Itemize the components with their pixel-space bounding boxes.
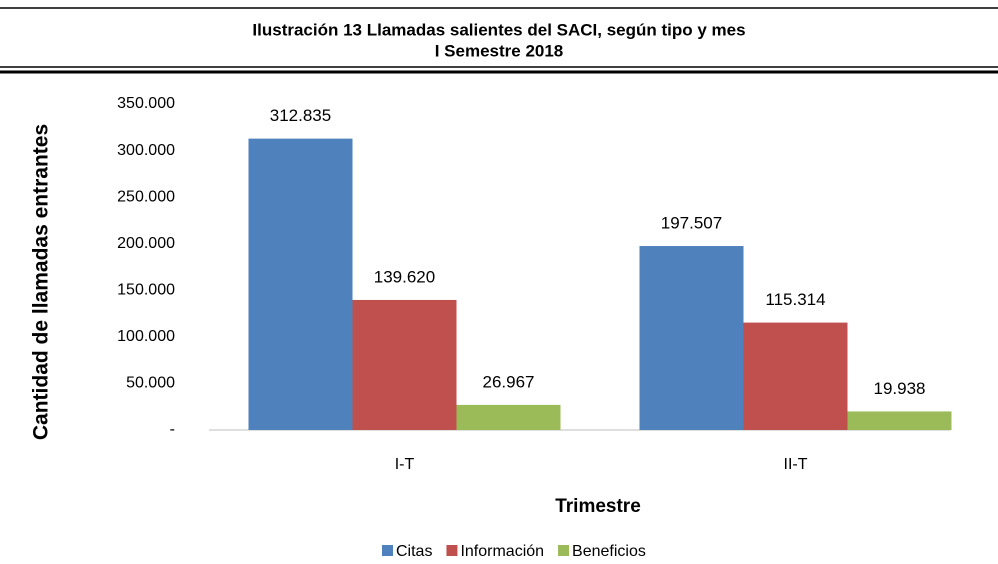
bar xyxy=(743,322,848,430)
y-tick-label: 200.000 xyxy=(117,235,175,252)
value-label: 26.967 xyxy=(483,372,535,391)
value-label: 197.507 xyxy=(661,214,722,233)
x-axis-label: Trimestre xyxy=(555,496,641,517)
y-tick-label: 100.000 xyxy=(117,328,175,345)
y-axis-label: Cantidad de llamadas entrantes xyxy=(30,124,53,440)
chart-subtitle: I Semestre 2018 xyxy=(435,41,564,60)
y-tick-label: 250.000 xyxy=(117,188,175,205)
bar xyxy=(248,138,353,430)
bar xyxy=(456,404,561,430)
y-tick-label: 150.000 xyxy=(117,282,175,299)
legend-label: Citas xyxy=(396,543,432,560)
legend-swatch xyxy=(558,545,570,556)
legend-swatch xyxy=(446,545,458,556)
legend-swatch xyxy=(382,545,393,556)
value-label: 139.620 xyxy=(374,267,435,286)
legend-label: Beneficios xyxy=(572,543,646,560)
y-tick-label: 350.000 xyxy=(117,95,175,112)
y-tick-label: 300.000 xyxy=(117,142,175,159)
x-tick-label: I-T xyxy=(395,456,415,473)
bar xyxy=(352,299,457,430)
y-tick-label: - xyxy=(170,421,175,438)
value-label: 312.835 xyxy=(270,106,331,125)
chart-title: Ilustración 13 Llamadas salientes del SA… xyxy=(252,20,745,39)
legend-label: Información xyxy=(460,543,544,560)
y-tick-label: 50.000 xyxy=(126,375,175,392)
x-tick-label: II-T xyxy=(784,456,808,473)
bar xyxy=(639,246,744,430)
value-label: 19.938 xyxy=(874,379,926,398)
value-label: 115.314 xyxy=(765,290,825,309)
bar xyxy=(847,411,952,430)
